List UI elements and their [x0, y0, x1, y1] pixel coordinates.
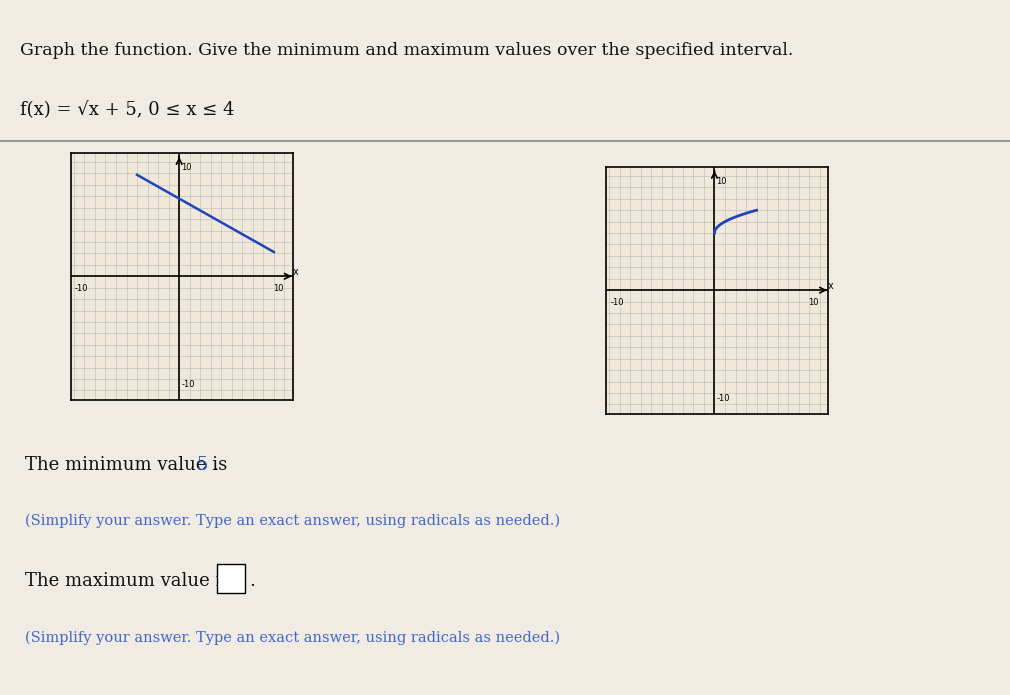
- Text: (Simplify your answer. Type an exact answer, using radicals as needed.): (Simplify your answer. Type an exact ans…: [25, 514, 561, 528]
- Text: .: .: [249, 573, 256, 590]
- Text: 10: 10: [716, 177, 727, 186]
- Text: f(x) = √x + 5, 0 ≤ x ≤ 4: f(x) = √x + 5, 0 ≤ x ≤ 4: [20, 101, 234, 119]
- Text: -10: -10: [610, 298, 624, 307]
- FancyBboxPatch shape: [217, 564, 245, 593]
- Text: 10: 10: [808, 298, 819, 307]
- Text: .: .: [207, 456, 219, 473]
- Text: -10: -10: [75, 284, 89, 293]
- Text: The maximum value is: The maximum value is: [25, 573, 236, 590]
- Text: Graph the function. Give the minimum and maximum values over the specified inter: Graph the function. Give the minimum and…: [20, 42, 794, 59]
- Text: -10: -10: [716, 394, 730, 403]
- Text: The minimum value is: The minimum value is: [25, 456, 239, 473]
- Text: (Simplify your answer. Type an exact answer, using radicals as needed.): (Simplify your answer. Type an exact ans…: [25, 631, 561, 645]
- Text: -10: -10: [181, 380, 195, 389]
- Text: 5: 5: [197, 456, 208, 473]
- Text: 10: 10: [273, 284, 284, 293]
- Text: x: x: [292, 267, 298, 277]
- Text: 10: 10: [181, 163, 192, 172]
- Text: x: x: [827, 281, 833, 291]
